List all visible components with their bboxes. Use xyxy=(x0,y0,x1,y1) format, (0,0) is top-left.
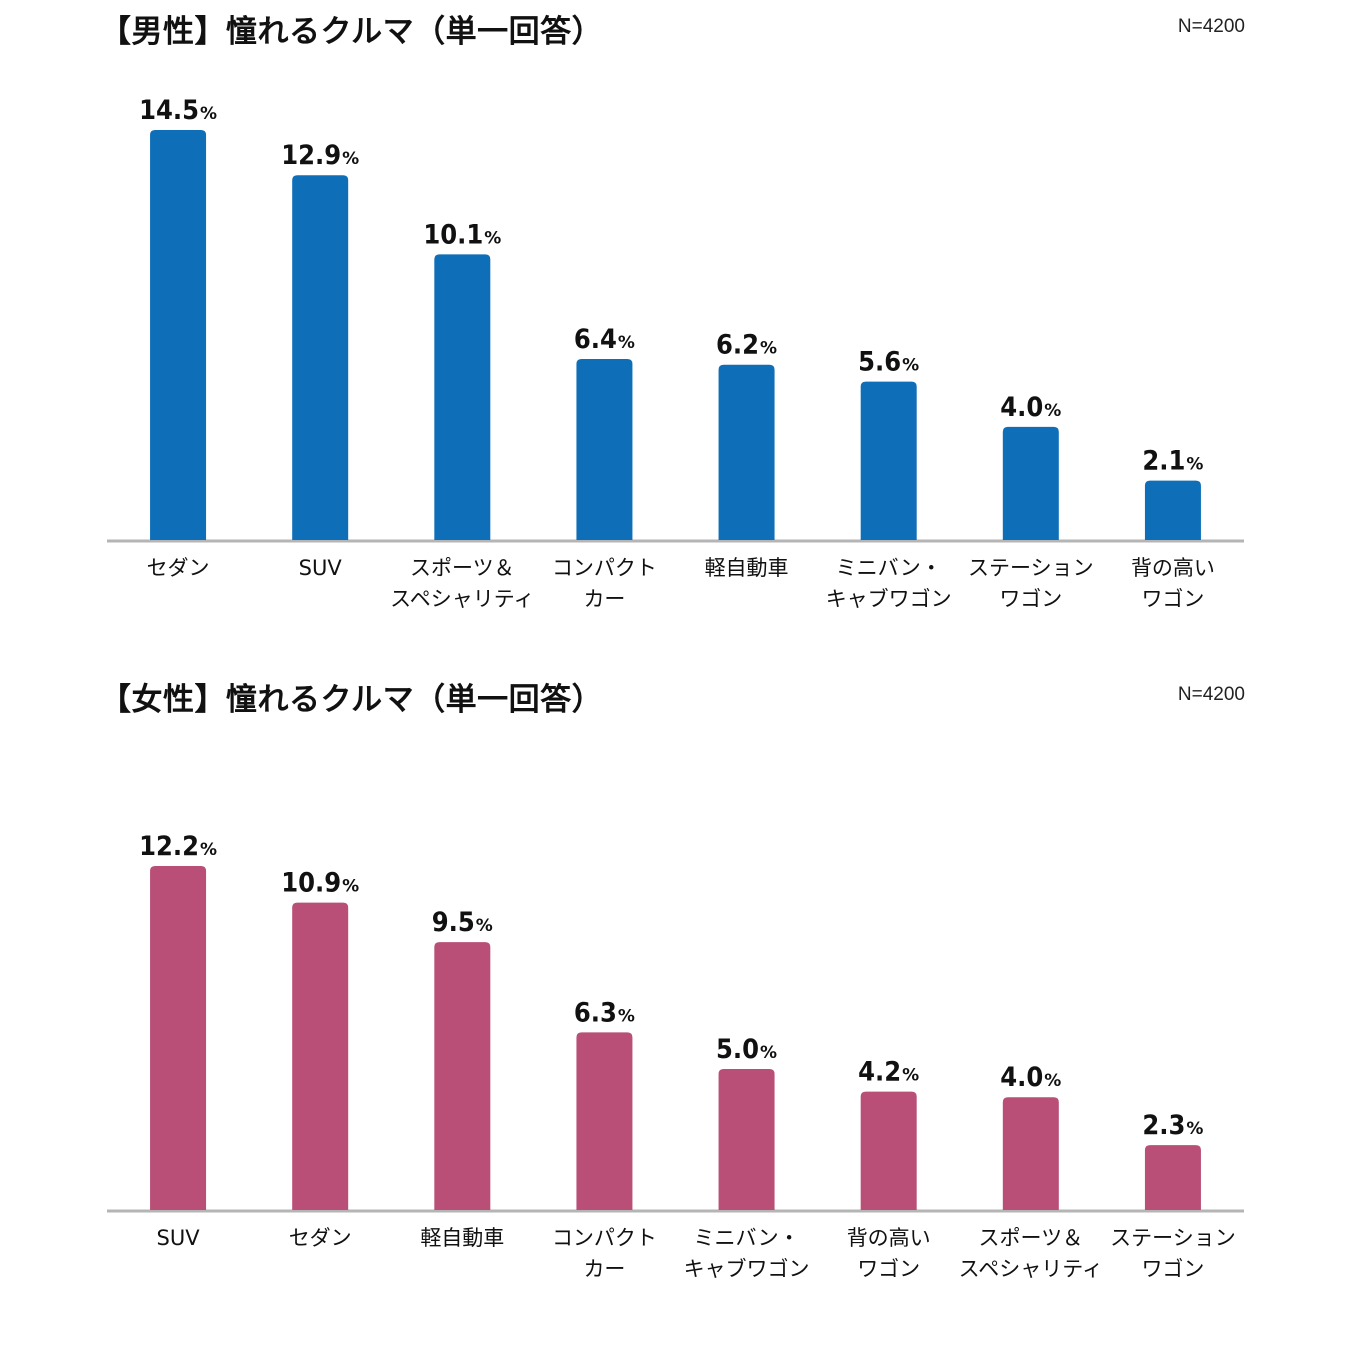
category-tick-label: 軽自動車 xyxy=(705,556,789,580)
data-label-unit: % xyxy=(342,877,359,897)
data-label-value: 4.0 xyxy=(1000,392,1043,423)
category-tick-label: SUV xyxy=(157,1226,201,1250)
data-label-value: 10.9 xyxy=(281,868,341,899)
data-label-unit: % xyxy=(1044,401,1061,421)
data-label-value: 6.4 xyxy=(574,324,617,355)
category-tick-label: 軽自動車 xyxy=(420,1226,504,1250)
data-label: 6.3% xyxy=(574,997,635,1028)
category-tick-label: SUV xyxy=(299,556,343,580)
bar xyxy=(434,254,491,540)
category-tick-label: 背の高い xyxy=(1131,556,1215,580)
male-chart-panel: 【男性】憧れるクルマ（単一回答） N=4200 14.5% セダン 12.9% SUV… xyxy=(0,0,1349,660)
data-label-value: 9.5 xyxy=(432,907,475,938)
data-label-value: 14.5 xyxy=(139,95,199,126)
data-label: 4.0% xyxy=(1000,392,1061,423)
data-label-value: 12.2 xyxy=(139,831,199,862)
data-label: 10.9% xyxy=(281,868,359,899)
bar xyxy=(718,1069,775,1210)
category-tick-label: カー xyxy=(583,587,625,611)
data-label-unit: % xyxy=(902,1066,919,1086)
category-tick-label: ミニバン・ xyxy=(694,1226,800,1250)
bar xyxy=(292,175,349,540)
data-label-value: 6.3 xyxy=(574,997,617,1028)
data-label: 2.3% xyxy=(1142,1110,1203,1141)
category-tick-label: ステーション xyxy=(1110,1226,1236,1250)
data-label-unit: % xyxy=(902,356,919,376)
bar xyxy=(150,130,207,540)
data-label-value: 4.2 xyxy=(858,1057,901,1088)
data-label-unit: % xyxy=(760,1043,777,1063)
data-label-unit: % xyxy=(484,228,501,248)
bar xyxy=(292,902,349,1210)
data-label-unit: % xyxy=(760,339,777,359)
data-label: 10.1% xyxy=(423,219,501,250)
data-label-value: 2.1 xyxy=(1142,446,1185,477)
data-label-unit: % xyxy=(1186,455,1203,475)
data-label: 4.0% xyxy=(1000,1062,1061,1093)
data-label: 12.9% xyxy=(281,140,359,171)
data-label-value: 5.0 xyxy=(716,1034,759,1065)
data-label-unit: % xyxy=(200,104,217,124)
data-label: 9.5% xyxy=(432,907,493,938)
category-tick-label: キャブワゴン xyxy=(684,1257,810,1281)
category-tick-label: スペシャリティ xyxy=(959,1257,1103,1281)
data-label-value: 6.2 xyxy=(716,330,759,361)
data-label: 14.5% xyxy=(139,95,217,126)
sample-size-label: N=4200 xyxy=(1177,16,1245,37)
bar xyxy=(434,942,491,1210)
data-label: 2.1% xyxy=(1142,446,1203,477)
category-tick-label: コンパクト xyxy=(552,1226,657,1250)
data-label-unit: % xyxy=(476,916,493,936)
male-bar-chart: 14.5% セダン 12.9% SUV 10.1% スポーツ＆ スペシャリティ 6.4% コンパ… xyxy=(107,95,1244,611)
category-tick-label: カー xyxy=(583,1257,625,1281)
data-label-value: 12.9 xyxy=(281,140,341,171)
category-tick-label: ワゴン xyxy=(857,1257,920,1281)
data-label-unit: % xyxy=(342,149,359,169)
category-tick-label: セダン xyxy=(147,556,210,580)
data-label: 5.6% xyxy=(858,347,919,378)
category-tick-label: スポーツ＆ xyxy=(410,556,515,580)
data-label-unit: % xyxy=(1186,1119,1203,1139)
data-label-unit: % xyxy=(1044,1071,1061,1091)
category-tick-label: ワゴン xyxy=(999,587,1062,611)
data-label-unit: % xyxy=(200,840,217,860)
data-label-value: 5.6 xyxy=(858,347,901,378)
category-tick-label: スペシャリティ xyxy=(390,587,534,611)
category-tick-label: コンパクト xyxy=(552,556,657,580)
chart-title: 【女性】憧れるクルマ（単一回答） xyxy=(100,682,604,718)
bar xyxy=(860,1091,917,1210)
data-label: 6.2% xyxy=(716,330,777,361)
category-tick-label: ステーション xyxy=(968,556,1094,580)
chart-title: 【男性】憧れるクルマ（単一回答） xyxy=(100,14,604,50)
sample-size-label: N=4200 xyxy=(1177,684,1245,705)
bar xyxy=(1144,480,1201,540)
bar xyxy=(1144,1145,1201,1210)
category-tick-label: ワゴン xyxy=(1141,1257,1204,1281)
bar xyxy=(860,381,917,540)
female-chart-panel: 【女性】憧れるクルマ（単一回答） N=4200 12.2% SUV 10.9% セダン… xyxy=(0,668,1349,1328)
category-tick-label: ミニバン・ xyxy=(836,556,942,580)
data-label-unit: % xyxy=(618,333,635,353)
bar xyxy=(576,1032,633,1210)
bar xyxy=(1002,426,1059,540)
category-tick-label: 背の高い xyxy=(847,1226,931,1250)
data-label: 4.2% xyxy=(858,1057,919,1088)
category-tick-label: スポーツ＆ xyxy=(979,1226,1084,1250)
bar xyxy=(150,866,207,1210)
data-label-value: 10.1 xyxy=(423,219,483,250)
category-tick-label: セダン xyxy=(289,1226,352,1250)
category-tick-label: ワゴン xyxy=(1141,587,1204,611)
data-label-value: 2.3 xyxy=(1142,1110,1185,1141)
bar xyxy=(1002,1097,1059,1210)
data-label-unit: % xyxy=(618,1006,635,1026)
data-label: 12.2% xyxy=(139,831,217,862)
data-label: 5.0% xyxy=(716,1034,777,1065)
data-label: 6.4% xyxy=(574,324,635,355)
bar xyxy=(576,359,633,540)
category-tick-label: キャブワゴン xyxy=(826,587,952,611)
data-label-value: 4.0 xyxy=(1000,1062,1043,1093)
bar xyxy=(718,364,775,540)
